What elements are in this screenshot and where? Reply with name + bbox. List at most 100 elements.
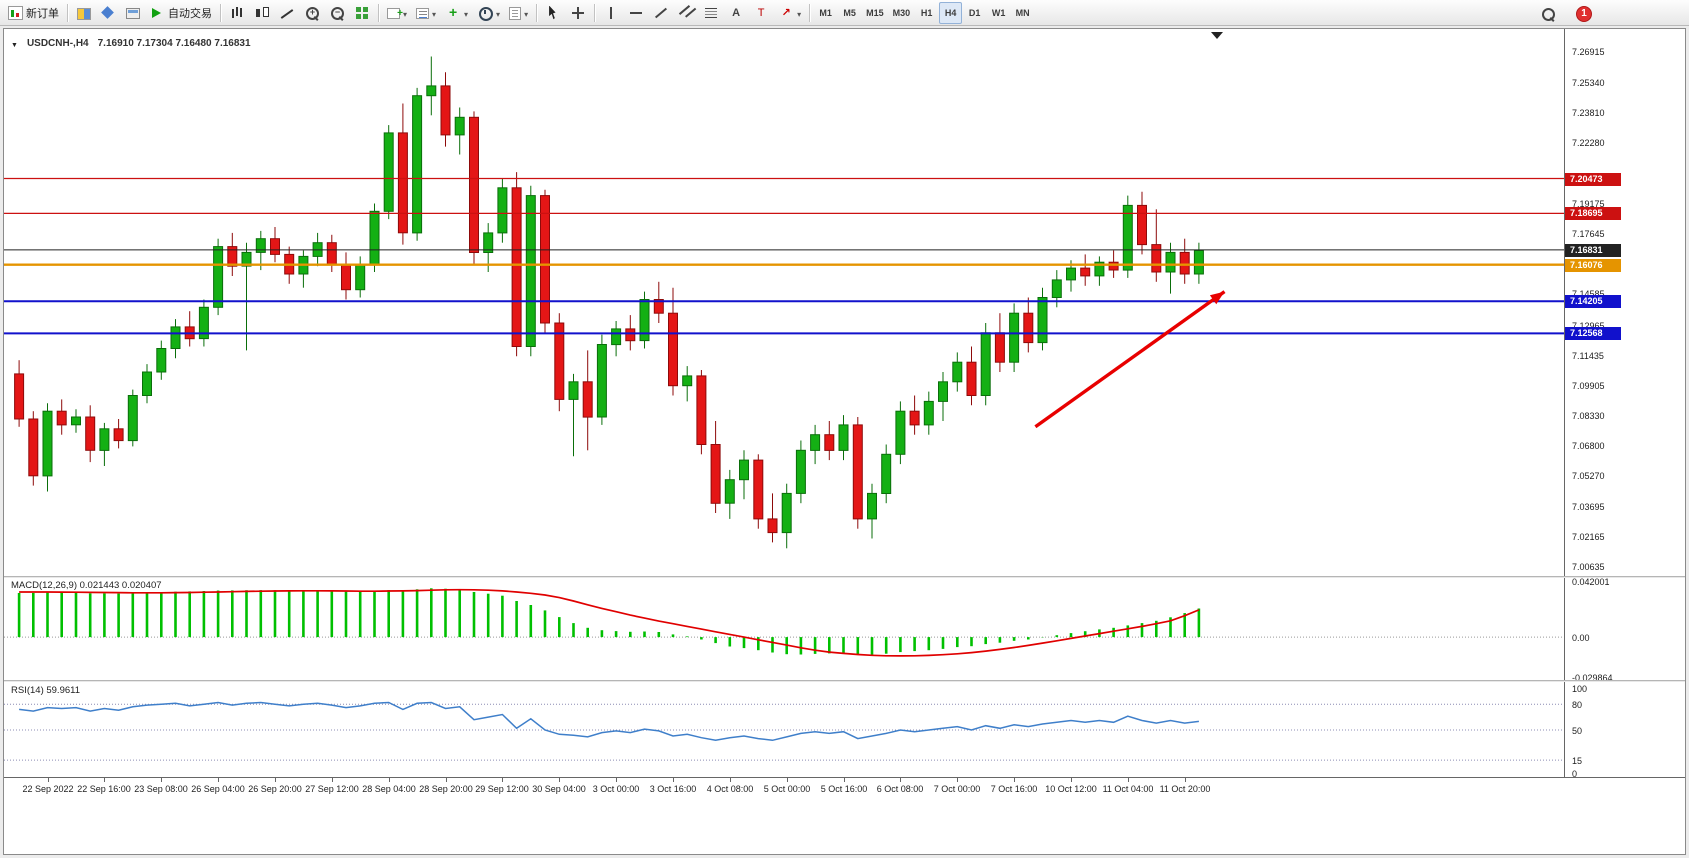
candle-body bbox=[71, 416, 81, 426]
zoom-in-button[interactable] bbox=[300, 2, 324, 24]
pane-splitter[interactable] bbox=[4, 680, 1685, 682]
symbol-dropdown-icon[interactable] bbox=[11, 34, 18, 52]
candle-body bbox=[1193, 250, 1204, 275]
chart-title: USDCNH-,H4 7.16910 7.17304 7.16480 7.168… bbox=[11, 34, 251, 52]
candle-body bbox=[1066, 267, 1076, 281]
time-axis-line bbox=[4, 777, 1685, 778]
main-price-chart[interactable] bbox=[4, 29, 1565, 578]
indicators-button[interactable] bbox=[441, 2, 472, 24]
macd-indicator-pane[interactable] bbox=[4, 578, 1565, 680]
tf-m15-button[interactable]: M15 bbox=[862, 2, 888, 24]
macd-signal-line bbox=[19, 588, 1200, 657]
tf-mn-button[interactable]: MN bbox=[1011, 2, 1034, 24]
toolbar-separator bbox=[809, 3, 811, 22]
candle-body bbox=[28, 418, 39, 477]
candle-body bbox=[952, 361, 963, 383]
time-axis-tick bbox=[446, 778, 447, 782]
new-chart-icon bbox=[387, 6, 403, 22]
navigator-button[interactable] bbox=[96, 2, 120, 24]
text-button[interactable] bbox=[724, 2, 748, 24]
trend-arrow[interactable] bbox=[1034, 290, 1226, 429]
time-axis-label: 22 Sep 2022 bbox=[22, 784, 74, 794]
horizontal-line-button[interactable] bbox=[624, 2, 648, 24]
label-icon bbox=[753, 5, 769, 21]
candle-body bbox=[1037, 297, 1048, 344]
candle-body bbox=[696, 375, 707, 445]
toolbar-separator bbox=[536, 3, 538, 22]
market-watch-button[interactable] bbox=[72, 2, 95, 24]
templates-button[interactable] bbox=[505, 2, 532, 24]
search-button[interactable] bbox=[1536, 3, 1560, 25]
notification-badge[interactable]: 1 bbox=[1576, 6, 1592, 22]
time-axis[interactable]: 22 Sep 2022 22 Sep 16:00 23 Sep 08:00 26 Se… bbox=[4, 778, 1565, 822]
candle-body bbox=[966, 361, 977, 397]
candle-body bbox=[795, 449, 806, 494]
shift-end-marker-icon[interactable] bbox=[1211, 32, 1223, 39]
channel-button[interactable] bbox=[674, 2, 698, 24]
arrows-button[interactable] bbox=[774, 2, 805, 24]
candle-body bbox=[753, 459, 764, 520]
tile-windows-button[interactable] bbox=[350, 2, 374, 24]
fibonacci-button[interactable] bbox=[699, 2, 723, 24]
candle-body bbox=[923, 400, 934, 426]
terminal-icon bbox=[125, 8, 140, 19]
profiles-button[interactable] bbox=[412, 2, 440, 24]
vertical-line-button[interactable] bbox=[599, 2, 623, 24]
line-chart-button[interactable] bbox=[275, 2, 299, 24]
time-axis-tick bbox=[502, 778, 503, 782]
candlestick-icon bbox=[254, 5, 270, 21]
new-chart-button[interactable] bbox=[383, 2, 411, 24]
cursor-button[interactable] bbox=[541, 2, 565, 24]
price-axis[interactable]: 7.26915 7.25340 7.23810 7.22280 7.19175 7.176… bbox=[1565, 29, 1685, 854]
zoom-out-button[interactable] bbox=[325, 2, 349, 24]
tf-d1-button[interactable]: D1 bbox=[963, 2, 986, 24]
tf-m1-button[interactable]: M1 bbox=[814, 2, 837, 24]
zoom-out-icon bbox=[329, 5, 345, 21]
dropdown-caret-icon bbox=[496, 5, 500, 20]
candle-body bbox=[397, 132, 408, 234]
candle-body bbox=[355, 263, 366, 291]
time-axis-tick bbox=[957, 778, 958, 782]
bar-chart-button[interactable] bbox=[225, 2, 249, 24]
tf-m30-button[interactable]: M30 bbox=[889, 2, 915, 24]
macd-axis-label: 0.042001 bbox=[1572, 577, 1610, 587]
label-button[interactable] bbox=[749, 2, 773, 24]
rsi-axis-label: 15 bbox=[1572, 756, 1583, 766]
periods-button[interactable] bbox=[473, 2, 504, 24]
tile-windows-icon bbox=[354, 5, 370, 21]
candle-body bbox=[625, 328, 636, 342]
template-icon bbox=[509, 6, 522, 20]
candle-body bbox=[881, 453, 892, 494]
tf-h4-button[interactable]: H4 bbox=[939, 1, 963, 24]
tf-w1-button-label: W1 bbox=[991, 7, 1006, 18]
candle-body bbox=[369, 210, 380, 265]
vertical-line-icon bbox=[603, 5, 619, 21]
candle-body bbox=[1080, 267, 1091, 277]
tf-d1-button-label: D1 bbox=[968, 7, 981, 18]
candle-body bbox=[710, 444, 721, 504]
crosshair-button[interactable] bbox=[566, 2, 590, 24]
time-axis-tick bbox=[104, 778, 105, 782]
chart-symbol-period: USDCNH-,H4 bbox=[26, 37, 89, 49]
tf-h1-button[interactable]: H1 bbox=[915, 2, 938, 24]
rsi-indicator-pane[interactable] bbox=[4, 683, 1565, 780]
candle-body bbox=[1151, 244, 1162, 273]
terminal-button[interactable] bbox=[121, 2, 144, 24]
rsi-line bbox=[19, 701, 1199, 742]
pane-splitter[interactable] bbox=[4, 576, 1685, 578]
crosshair-icon bbox=[570, 5, 586, 21]
navigator-icon bbox=[100, 5, 116, 21]
candle-body bbox=[909, 410, 920, 426]
tf-w1-button[interactable]: W1 bbox=[987, 2, 1010, 24]
candlestick-chart-button[interactable] bbox=[250, 2, 274, 24]
trendline-button[interactable] bbox=[649, 2, 673, 24]
candle-body bbox=[611, 328, 622, 346]
candle-body bbox=[113, 428, 124, 442]
candle-body bbox=[1165, 251, 1176, 273]
time-axis-label: 26 Sep 20:00 bbox=[248, 784, 302, 794]
new-order-button[interactable]: 新订单 bbox=[4, 2, 63, 24]
time-axis-label: 28 Sep 20:00 bbox=[419, 784, 473, 794]
auto-trading-button[interactable]: 自动交易 bbox=[145, 2, 216, 24]
new-order-button-label: 新订单 bbox=[26, 7, 59, 20]
tf-m5-button[interactable]: M5 bbox=[838, 2, 861, 24]
